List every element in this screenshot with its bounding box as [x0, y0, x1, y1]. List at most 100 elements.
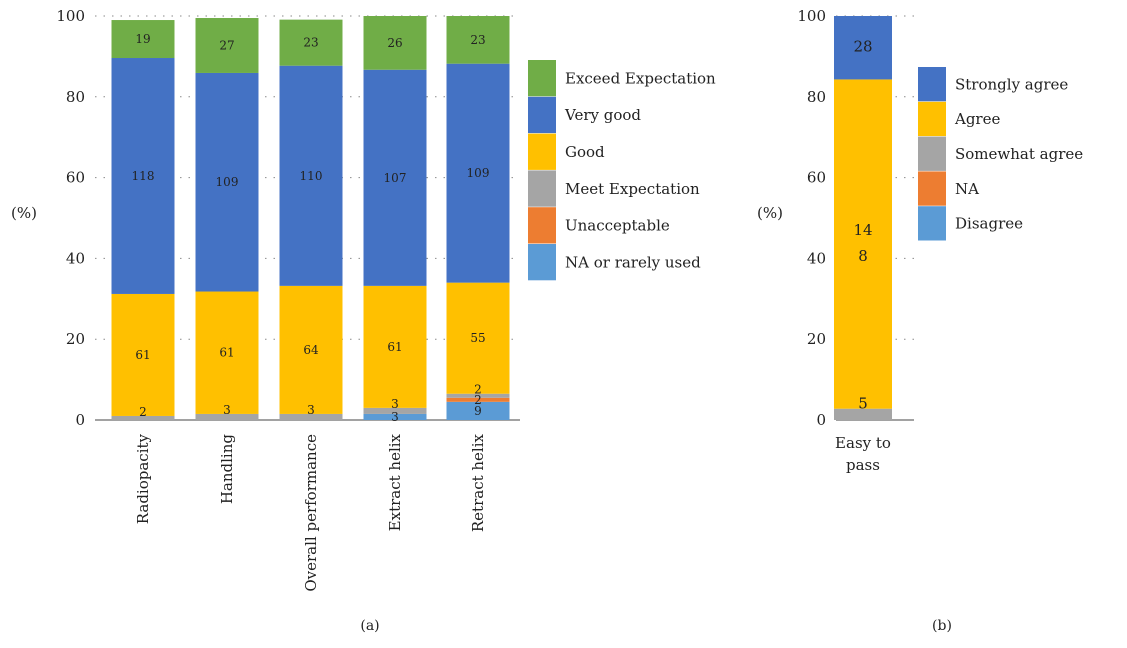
- y-tick-label: 60: [66, 169, 85, 187]
- y-tick-label: 100: [797, 7, 826, 25]
- legend-swatch: [528, 60, 556, 97]
- bar-segment-exceed-expectation: [111, 20, 175, 59]
- bar-segment-good: [279, 285, 343, 414]
- bar-segment-very-good: [195, 72, 259, 292]
- legend-label: NA: [955, 180, 979, 198]
- legend-label: Strongly agree: [955, 75, 1068, 93]
- bar-segment-unacceptable: [446, 397, 510, 402]
- bar-segment-good: [111, 293, 175, 416]
- bar-segment-strongly-agree: [834, 16, 892, 80]
- data-label: 8: [858, 247, 868, 265]
- legend-swatch: [918, 136, 946, 171]
- data-label: 3: [223, 403, 231, 417]
- y-tick-label: 40: [807, 249, 826, 267]
- bar-segment-very-good: [111, 58, 175, 294]
- legend-label: Disagree: [955, 215, 1023, 233]
- x-category-label: pass: [846, 456, 880, 474]
- legend-swatch: [918, 67, 946, 102]
- y-tick-label: 80: [66, 88, 85, 106]
- bar-segment-meet-expectation: [195, 413, 259, 420]
- x-category-label: Radiopacity: [134, 433, 152, 524]
- legend-label: Exceed Expectation: [565, 69, 716, 87]
- legend-label: Meet Expectation: [565, 180, 700, 198]
- panel-label: (a): [360, 618, 379, 634]
- bar-segment-na-or-rarely-used: [446, 401, 510, 420]
- data-label: 28: [853, 38, 872, 56]
- y-tick-label: 60: [807, 169, 826, 187]
- legend-label: Very good: [564, 106, 641, 124]
- data-label: 2: [474, 383, 482, 397]
- legend-swatch: [528, 244, 556, 281]
- bar-segment-na-or-rarely-used: [363, 413, 427, 420]
- data-label: 55: [470, 331, 485, 345]
- data-label: 14: [853, 221, 872, 239]
- bar-segment-exceed-expectation: [363, 16, 427, 70]
- y-tick-label: 20: [66, 330, 85, 348]
- legend-swatch: [918, 206, 946, 241]
- y-tick-label: 40: [66, 249, 85, 267]
- bar-segment-very-good: [446, 63, 510, 283]
- legend-label: Agree: [954, 110, 1000, 128]
- data-label: 109: [216, 175, 239, 189]
- data-label: 2: [474, 393, 482, 407]
- x-category-label: Handling: [218, 434, 236, 505]
- legend-label: NA or rarely used: [565, 253, 701, 271]
- bar-segment-exceed-expectation: [195, 18, 259, 73]
- legend-label: Unacceptable: [565, 217, 670, 235]
- bar-segment-very-good: [279, 65, 343, 286]
- data-label: 9: [474, 404, 482, 418]
- bar-segment-good: [363, 285, 427, 408]
- legend-swatch: [528, 207, 556, 244]
- y-tick-label: 0: [816, 411, 826, 429]
- panel-label: (b): [932, 618, 952, 634]
- data-label: 23: [470, 33, 485, 47]
- data-label: 118: [132, 169, 155, 183]
- legend-swatch: [528, 133, 556, 170]
- x-category-label: Overall performance: [302, 434, 320, 592]
- data-label: 110: [300, 169, 323, 183]
- data-label: 61: [219, 346, 234, 360]
- legend-label: Good: [565, 143, 605, 161]
- legend-swatch: [528, 170, 556, 207]
- bar-segment-meet-expectation: [363, 407, 427, 414]
- data-label: 3: [391, 410, 399, 424]
- legend-swatch: [918, 101, 946, 137]
- y-tick-label: 20: [807, 330, 826, 348]
- data-label: 109: [467, 166, 490, 180]
- legend-swatch: [918, 171, 946, 206]
- bar-segment-meet-expectation: [279, 413, 343, 420]
- data-label: 27: [219, 38, 234, 52]
- bar-segment-good: [195, 291, 259, 414]
- bar-segment-very-good: [363, 69, 427, 286]
- bar-segment-agree: [834, 79, 892, 409]
- bar-segment-good: [446, 282, 510, 394]
- data-label: 107: [384, 171, 407, 185]
- chart-panel-a: 0 20 40 60 80 100 (%) 2 61 118 19 Radiopacity 3 61 109…: [11, 7, 716, 634]
- y-tick-label: 0: [75, 411, 85, 429]
- data-label: 61: [135, 348, 150, 362]
- bar-segment-somewhat-agree: [834, 408, 892, 420]
- x-category-label: Retract helix: [469, 433, 487, 532]
- data-label: 2: [139, 405, 147, 419]
- chart-panel-b: 0 20 40 60 80 100 (%) 5 14 8 28 Easy to pass Strongly…: [757, 7, 1083, 634]
- data-label: 3: [307, 403, 315, 417]
- bar-segment-meet-expectation: [446, 393, 510, 398]
- x-category-label: Extract helix: [386, 433, 404, 531]
- y-tick-label: 100: [56, 7, 85, 25]
- y-axis-label: (%): [757, 204, 783, 222]
- data-label: 61: [387, 340, 402, 354]
- legend-label: Somewhat agree: [955, 145, 1083, 163]
- bar-segment-exceed-expectation: [446, 16, 510, 64]
- data-label: 5: [858, 395, 868, 413]
- data-label: 64: [303, 343, 319, 357]
- data-label: 23: [303, 36, 318, 50]
- x-category-label: Easy to: [835, 434, 891, 452]
- data-label: 26: [387, 36, 402, 50]
- bar-segment-meet-expectation: [111, 415, 175, 420]
- data-label: 19: [135, 32, 150, 46]
- y-tick-label: 80: [807, 88, 826, 106]
- data-label: 3: [391, 397, 399, 411]
- legend-swatch: [528, 96, 556, 134]
- y-axis-label: (%): [11, 204, 37, 222]
